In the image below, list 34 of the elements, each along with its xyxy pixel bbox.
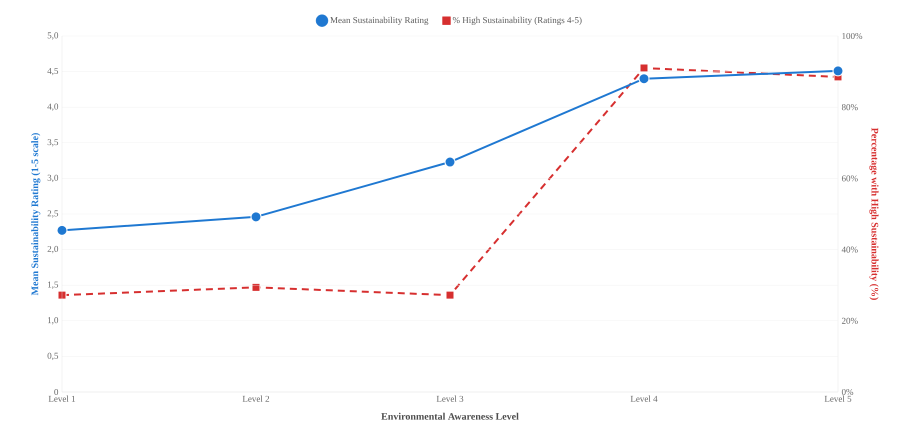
y-tick-label: 1,0 xyxy=(48,317,58,324)
point xyxy=(250,211,262,222)
y-tick-label: 4,0 xyxy=(47,104,58,111)
y-tick-label: 5,0 xyxy=(48,32,58,40)
y-tick-label: 2,5 xyxy=(48,210,58,218)
y-tick-label: 3,0 xyxy=(48,174,58,182)
x-tick-label: Level 5 xyxy=(824,396,852,402)
y-tick-label: 4,5 xyxy=(47,68,58,76)
y-tick-label: 1,5 xyxy=(48,282,58,289)
y-tick-label: 0 xyxy=(54,388,58,396)
point xyxy=(58,290,66,300)
y-axis-title: Mean Sustainability Rating (1-5 scale) xyxy=(31,133,40,296)
point xyxy=(444,156,456,168)
x-tick-label: Level 1 xyxy=(48,396,76,402)
point xyxy=(638,73,650,84)
point xyxy=(832,65,844,76)
point xyxy=(56,224,68,236)
y-tick-label: 2,0 xyxy=(48,246,58,254)
y-tick-label: 0,5 xyxy=(48,352,58,360)
y2-tick-label: 100% xyxy=(842,32,862,40)
x-axis-title: Environmental Awareness Level xyxy=(381,412,519,420)
x-tick-label: Level 2 xyxy=(242,396,270,402)
legend-label: % High Sustainability (Ratings 4-5) xyxy=(452,16,582,25)
y2-tick-label: 40% xyxy=(842,246,858,253)
x-tick-label: Level 4 xyxy=(630,396,658,402)
y2-tick-label: 0% xyxy=(842,388,854,396)
legend-label: Mean Sustainability Rating xyxy=(330,16,428,25)
point xyxy=(252,282,260,292)
y2-tick-label: 20% xyxy=(842,318,858,324)
y2-tick-label: 60% xyxy=(842,175,858,182)
x-tick-label: Level 3 xyxy=(436,396,464,402)
y-tick-label: 3,5 xyxy=(48,139,58,146)
y2-tick-label: 80% xyxy=(842,104,858,110)
y2-axis-title: Percentage with High Sustainability (%) xyxy=(869,128,879,300)
